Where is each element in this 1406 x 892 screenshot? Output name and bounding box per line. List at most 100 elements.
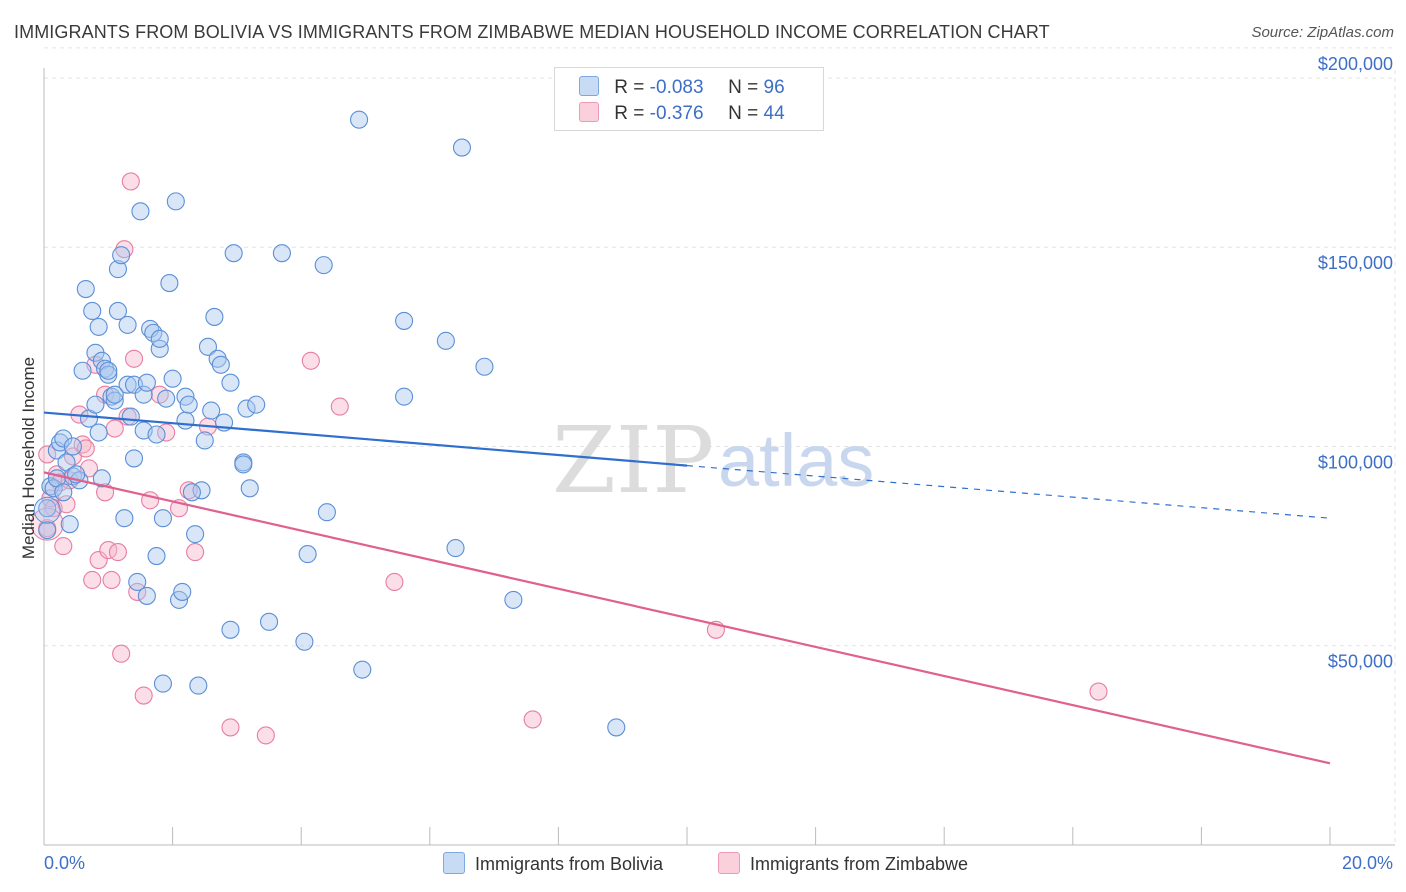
bolivia-point bbox=[137, 373, 156, 392]
bolivia-point bbox=[504, 590, 523, 609]
legend-row-bolivia: R = -0.083 N = 96 bbox=[579, 76, 785, 100]
bolivia-point bbox=[60, 515, 79, 534]
zimbabwe-swatch bbox=[579, 102, 599, 122]
bolivia-point bbox=[314, 256, 333, 275]
zimbabwe-point bbox=[89, 550, 108, 570]
zimbabwe-point bbox=[38, 445, 57, 464]
bolivia-point bbox=[147, 425, 166, 444]
bolivia-point bbox=[173, 582, 192, 601]
y-axis-label: Median Household Income bbox=[19, 357, 38, 559]
zimbabwe-legend-swatch bbox=[718, 852, 740, 874]
bolivia-point bbox=[121, 407, 140, 426]
bolivia-point bbox=[38, 521, 57, 540]
bolivia-point bbox=[166, 192, 185, 211]
bolivia-point bbox=[182, 483, 201, 502]
zimbabwe-r-label: R = bbox=[614, 103, 645, 124]
zimbabwe-point bbox=[330, 397, 349, 416]
bolivia-point bbox=[153, 509, 173, 528]
watermark-atlas: atlas bbox=[718, 419, 874, 502]
source-credit: Source: ZipAtlas.com bbox=[1251, 24, 1394, 41]
bolivia-point bbox=[395, 387, 414, 406]
bolivia-n-label: N = bbox=[728, 77, 759, 98]
bolivia-point bbox=[118, 375, 137, 394]
zimbabwe-point bbox=[124, 349, 144, 368]
zimbabwe-point bbox=[1089, 682, 1108, 701]
x-tick-label: 20.0% bbox=[1342, 853, 1393, 873]
bolivia-point bbox=[240, 479, 259, 498]
zimbabwe-point bbox=[186, 543, 205, 562]
zimbabwe-point bbox=[128, 582, 147, 601]
bolivia-point bbox=[99, 365, 118, 384]
bolivia-point bbox=[147, 547, 166, 566]
x-tick-label: 0.0% bbox=[44, 853, 85, 873]
bolivia-point bbox=[259, 612, 279, 631]
y-tick-label: $100,000 bbox=[1318, 452, 1393, 472]
bolivia-point bbox=[179, 395, 198, 414]
bolivia-point bbox=[446, 539, 465, 558]
bolivia-point bbox=[237, 399, 256, 418]
zimbabwe-point bbox=[96, 385, 115, 404]
bolivia-point bbox=[205, 307, 224, 326]
bolivia-point bbox=[436, 331, 455, 350]
bolivia-n-value: 96 bbox=[763, 77, 785, 98]
axis-tick-labels: $50,000 $100,000 $150,000 $200,000 0.0% 20.0% bbox=[44, 54, 1393, 873]
bolivia-point bbox=[131, 202, 150, 221]
bottom-legend-bolivia: Immigrants from Bolivia bbox=[443, 852, 663, 875]
zimbabwe-point bbox=[54, 537, 73, 556]
zimbabwe-r-value: -0.376 bbox=[649, 103, 704, 124]
zimbabwe-point bbox=[102, 570, 121, 590]
zimbabwe-point bbox=[105, 419, 124, 438]
bolivia-point bbox=[89, 317, 108, 336]
bolivia-point bbox=[272, 244, 291, 263]
trend-lines bbox=[43, 411, 1331, 765]
bolivia-point bbox=[73, 361, 92, 380]
bolivia-point bbox=[202, 401, 221, 420]
zimbabwe-n-value: 44 bbox=[763, 103, 785, 124]
legend-row-zimbabwe: R = -0.376 N = 44 bbox=[579, 102, 785, 126]
chart-title: IMMIGRANTS FROM BOLIVIA VS IMMIGRANTS FR… bbox=[14, 22, 1050, 42]
bolivia-point bbox=[92, 469, 111, 488]
zimbabwe-legend-label: Immigrants from Zimbabwe bbox=[750, 854, 969, 874]
bolivia-point bbox=[211, 355, 230, 374]
zimbabwe-point bbox=[385, 572, 404, 592]
bolivia-point bbox=[475, 357, 494, 376]
bolivia-point bbox=[198, 337, 218, 356]
bottom-legend-zimbabwe: Immigrants from Zimbabwe bbox=[718, 852, 968, 875]
zimbabwe-point bbox=[301, 351, 320, 370]
zimbabwe-n-label: N = bbox=[728, 103, 759, 124]
bolivia-point bbox=[163, 369, 182, 388]
bolivia-point bbox=[234, 455, 253, 474]
zimbabwe-point bbox=[256, 726, 275, 745]
bolivia-legend-label: Immigrants from Bolivia bbox=[475, 854, 664, 874]
zimbabwe-point bbox=[108, 543, 127, 562]
bolivia-point bbox=[186, 525, 205, 544]
bolivia-point bbox=[108, 301, 127, 321]
bolivia-point bbox=[99, 361, 118, 380]
bolivia-point bbox=[124, 449, 144, 468]
bolivia-point bbox=[157, 389, 176, 408]
zimbabwe-point bbox=[57, 495, 76, 514]
bolivia-point bbox=[38, 499, 57, 518]
bolivia-point bbox=[353, 660, 372, 679]
bolivia-point bbox=[137, 586, 156, 605]
bolivia-point bbox=[153, 674, 173, 693]
bolivia-point bbox=[134, 385, 153, 404]
bolivia-points bbox=[33, 110, 626, 737]
bolivia-point bbox=[118, 315, 137, 334]
bolivia-point bbox=[115, 509, 134, 528]
zimbabwe-point bbox=[112, 644, 131, 663]
zimbabwe-points bbox=[30, 172, 1108, 745]
zimbabwe-point bbox=[523, 710, 542, 729]
zimbabwe-point bbox=[134, 686, 153, 705]
bolivia-point bbox=[221, 373, 240, 392]
bolivia-point bbox=[63, 437, 82, 456]
bolivia-point bbox=[105, 391, 124, 410]
bolivia-r-label: R = bbox=[614, 77, 645, 98]
stats-legend: R = -0.083 N = 96 R = -0.376 N = 44 bbox=[554, 67, 824, 131]
zimbabwe-point bbox=[83, 570, 102, 590]
bolivia-point bbox=[150, 339, 169, 358]
bolivia-point bbox=[112, 246, 131, 265]
bolivia-point bbox=[150, 329, 169, 348]
zimbabwe-point bbox=[121, 172, 140, 191]
